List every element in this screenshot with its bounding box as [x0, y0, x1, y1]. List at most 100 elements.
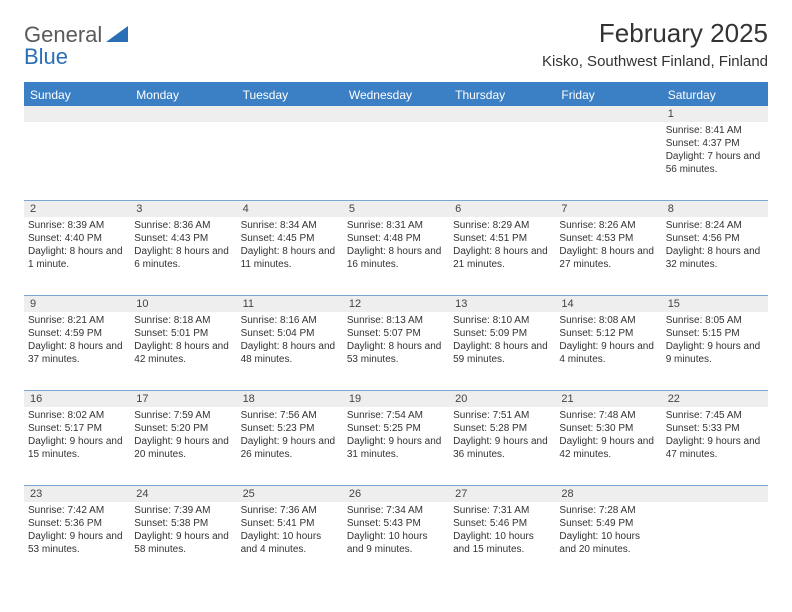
- day-cell: Sunrise: 8:34 AM Sunset: 4:45 PM Dayligh…: [237, 217, 343, 295]
- day-cell: Sunrise: 8:10 AM Sunset: 5:09 PM Dayligh…: [449, 312, 555, 390]
- day-header: Monday: [130, 84, 236, 106]
- day-header-row: Sunday Monday Tuesday Wednesday Thursday…: [24, 84, 768, 106]
- day-cell: Sunrise: 8:16 AM Sunset: 5:04 PM Dayligh…: [237, 312, 343, 390]
- day-header: Thursday: [449, 84, 555, 106]
- day-text: Sunrise: 8:08 AM Sunset: 5:12 PM Dayligh…: [559, 314, 657, 366]
- day-text: Sunrise: 7:56 AM Sunset: 5:23 PM Dayligh…: [241, 409, 339, 461]
- day-text: Sunrise: 7:42 AM Sunset: 5:36 PM Dayligh…: [28, 504, 126, 556]
- day-number: 23: [24, 486, 130, 502]
- day-text: Sunrise: 8:02 AM Sunset: 5:17 PM Dayligh…: [28, 409, 126, 461]
- day-number: [555, 106, 661, 122]
- calendar: Sunday Monday Tuesday Wednesday Thursday…: [24, 82, 768, 580]
- day-text: Sunrise: 7:48 AM Sunset: 5:30 PM Dayligh…: [559, 409, 657, 461]
- day-number: 20: [449, 391, 555, 407]
- week-row: Sunrise: 8:41 AM Sunset: 4:37 PM Dayligh…: [24, 122, 768, 201]
- day-cell: Sunrise: 8:31 AM Sunset: 4:48 PM Dayligh…: [343, 217, 449, 295]
- day-number: 28: [555, 486, 661, 502]
- month-title: February 2025: [542, 18, 768, 49]
- day-number: 14: [555, 296, 661, 312]
- day-cell: [130, 122, 236, 200]
- day-number: [130, 106, 236, 122]
- day-text: Sunrise: 8:16 AM Sunset: 5:04 PM Dayligh…: [241, 314, 339, 366]
- day-header: Saturday: [662, 84, 768, 106]
- day-number: [237, 106, 343, 122]
- day-number: 2: [24, 201, 130, 217]
- day-number: 17: [130, 391, 236, 407]
- day-text: Sunrise: 7:34 AM Sunset: 5:43 PM Dayligh…: [347, 504, 445, 556]
- day-cell: [237, 122, 343, 200]
- day-cell: Sunrise: 7:34 AM Sunset: 5:43 PM Dayligh…: [343, 502, 449, 580]
- day-cell: Sunrise: 7:39 AM Sunset: 5:38 PM Dayligh…: [130, 502, 236, 580]
- day-cell: Sunrise: 7:42 AM Sunset: 5:36 PM Dayligh…: [24, 502, 130, 580]
- daynum-row: 2 3 4 5 6 7 8: [24, 201, 768, 217]
- day-cell: [24, 122, 130, 200]
- day-text: Sunrise: 7:28 AM Sunset: 5:49 PM Dayligh…: [559, 504, 657, 556]
- day-text: Sunrise: 7:45 AM Sunset: 5:33 PM Dayligh…: [666, 409, 764, 461]
- day-number: [24, 106, 130, 122]
- day-cell: [343, 122, 449, 200]
- day-header: Sunday: [24, 84, 130, 106]
- day-text: Sunrise: 7:54 AM Sunset: 5:25 PM Dayligh…: [347, 409, 445, 461]
- day-cell: [662, 502, 768, 580]
- day-text: Sunrise: 8:10 AM Sunset: 5:09 PM Dayligh…: [453, 314, 551, 366]
- week-row: Sunrise: 7:42 AM Sunset: 5:36 PM Dayligh…: [24, 502, 768, 580]
- day-cell: Sunrise: 7:36 AM Sunset: 5:41 PM Dayligh…: [237, 502, 343, 580]
- day-number: 12: [343, 296, 449, 312]
- day-number: 15: [662, 296, 768, 312]
- day-number: 18: [237, 391, 343, 407]
- day-number: 6: [449, 201, 555, 217]
- day-text: Sunrise: 7:31 AM Sunset: 5:46 PM Dayligh…: [453, 504, 551, 556]
- day-number: [449, 106, 555, 122]
- day-cell: Sunrise: 7:28 AM Sunset: 5:49 PM Dayligh…: [555, 502, 661, 580]
- day-cell: Sunrise: 8:26 AM Sunset: 4:53 PM Dayligh…: [555, 217, 661, 295]
- week-row: Sunrise: 8:02 AM Sunset: 5:17 PM Dayligh…: [24, 407, 768, 486]
- day-number: 19: [343, 391, 449, 407]
- day-text: Sunrise: 8:05 AM Sunset: 5:15 PM Dayligh…: [666, 314, 764, 366]
- daynum-row: 23 24 25 26 27 28: [24, 486, 768, 502]
- daynum-row: 9 10 11 12 13 14 15: [24, 296, 768, 312]
- day-cell: Sunrise: 7:48 AM Sunset: 5:30 PM Dayligh…: [555, 407, 661, 485]
- logo: General Blue: [24, 18, 128, 68]
- day-text: Sunrise: 8:13 AM Sunset: 5:07 PM Dayligh…: [347, 314, 445, 366]
- logo-triangle-icon: [106, 26, 128, 42]
- day-text: Sunrise: 8:29 AM Sunset: 4:51 PM Dayligh…: [453, 219, 551, 271]
- daynum-row: 1: [24, 106, 768, 122]
- day-text: Sunrise: 8:41 AM Sunset: 4:37 PM Dayligh…: [666, 124, 764, 176]
- logo-word1: General: [24, 24, 102, 46]
- day-number: 9: [24, 296, 130, 312]
- day-cell: Sunrise: 8:29 AM Sunset: 4:51 PM Dayligh…: [449, 217, 555, 295]
- day-cell: Sunrise: 8:13 AM Sunset: 5:07 PM Dayligh…: [343, 312, 449, 390]
- day-number: [662, 486, 768, 502]
- day-cell: Sunrise: 8:39 AM Sunset: 4:40 PM Dayligh…: [24, 217, 130, 295]
- day-number: 16: [24, 391, 130, 407]
- day-number: 26: [343, 486, 449, 502]
- day-header: Wednesday: [343, 84, 449, 106]
- day-cell: Sunrise: 7:54 AM Sunset: 5:25 PM Dayligh…: [343, 407, 449, 485]
- day-number: 5: [343, 201, 449, 217]
- day-number: 3: [130, 201, 236, 217]
- day-header: Tuesday: [237, 84, 343, 106]
- day-cell: Sunrise: 8:36 AM Sunset: 4:43 PM Dayligh…: [130, 217, 236, 295]
- day-text: Sunrise: 7:59 AM Sunset: 5:20 PM Dayligh…: [134, 409, 232, 461]
- day-text: Sunrise: 7:39 AM Sunset: 5:38 PM Dayligh…: [134, 504, 232, 556]
- day-text: Sunrise: 8:26 AM Sunset: 4:53 PM Dayligh…: [559, 219, 657, 271]
- day-cell: Sunrise: 7:31 AM Sunset: 5:46 PM Dayligh…: [449, 502, 555, 580]
- day-cell: [555, 122, 661, 200]
- day-text: Sunrise: 8:34 AM Sunset: 4:45 PM Dayligh…: [241, 219, 339, 271]
- day-text: Sunrise: 8:31 AM Sunset: 4:48 PM Dayligh…: [347, 219, 445, 271]
- day-cell: Sunrise: 8:08 AM Sunset: 5:12 PM Dayligh…: [555, 312, 661, 390]
- day-number: [343, 106, 449, 122]
- daynum-row: 16 17 18 19 20 21 22: [24, 391, 768, 407]
- day-number: 4: [237, 201, 343, 217]
- day-number: 1: [662, 106, 768, 122]
- day-number: 25: [237, 486, 343, 502]
- day-number: 11: [237, 296, 343, 312]
- day-cell: [449, 122, 555, 200]
- day-text: Sunrise: 8:21 AM Sunset: 4:59 PM Dayligh…: [28, 314, 126, 366]
- title-block: February 2025 Kisko, Southwest Finland, …: [542, 18, 768, 70]
- week-row: Sunrise: 8:39 AM Sunset: 4:40 PM Dayligh…: [24, 217, 768, 296]
- day-number: 22: [662, 391, 768, 407]
- day-cell: Sunrise: 8:41 AM Sunset: 4:37 PM Dayligh…: [662, 122, 768, 200]
- day-cell: Sunrise: 7:56 AM Sunset: 5:23 PM Dayligh…: [237, 407, 343, 485]
- day-header: Friday: [555, 84, 661, 106]
